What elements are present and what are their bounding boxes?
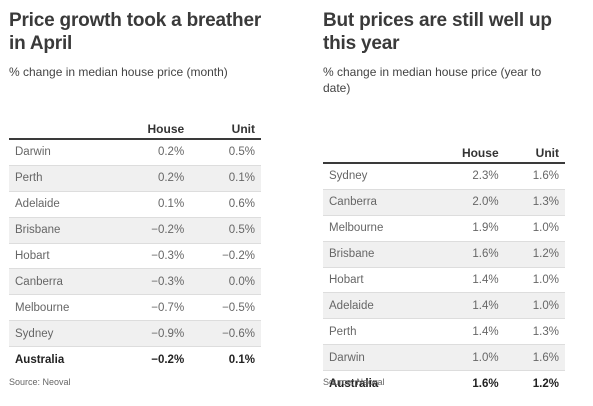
city-cell: Sydney	[323, 163, 428, 190]
house-cell: −0.2%	[113, 217, 191, 244]
city-column-header	[9, 114, 114, 140]
unit-cell: 1.2%	[504, 241, 565, 268]
city-cell: Australia	[9, 346, 114, 373]
source-note: Source: Neoval	[323, 377, 385, 387]
unit-cell: −0.6%	[190, 320, 261, 348]
unit-cell: 0.5%	[190, 139, 261, 166]
table-row: Hobart −0.3% −0.2%	[9, 243, 261, 270]
table-row: Perth 0.2% 0.1%	[9, 165, 261, 192]
table-row: Perth 1.4% 1.3%	[323, 318, 565, 346]
unit-cell: 1.0%	[504, 292, 565, 320]
house-cell: −0.7%	[113, 294, 191, 322]
city-cell: Canberra	[9, 268, 114, 296]
house-cell: −0.3%	[113, 268, 191, 296]
city-column-header	[323, 138, 428, 164]
unit-cell: −0.5%	[190, 294, 261, 322]
table-row: Adelaide 0.1% 0.6%	[9, 191, 261, 218]
monthly-change-table: House Unit Darwin 0.2% 0.5% Perth 0.2% 0.1% Ad…	[9, 114, 261, 373]
city-cell: Darwin	[9, 139, 114, 166]
city-cell: Adelaide	[323, 292, 428, 320]
house-cell: 1.4%	[427, 318, 505, 346]
table-row: Canberra 2.0% 1.3%	[323, 189, 565, 216]
house-cell: −0.2%	[113, 346, 191, 373]
house-cell: 1.9%	[427, 215, 505, 242]
city-cell: Canberra	[323, 189, 428, 216]
house-cell: 1.4%	[427, 267, 505, 294]
house-column-header: House	[113, 114, 191, 140]
unit-cell: 0.1%	[190, 165, 261, 192]
house-cell: 0.1%	[113, 191, 191, 218]
house-cell: 1.0%	[427, 344, 505, 372]
table-row: Brisbane −0.2% 0.5%	[9, 217, 261, 244]
unit-column-header: Unit	[504, 138, 565, 164]
city-cell: Darwin	[323, 344, 428, 372]
unit-cell: 1.3%	[504, 189, 565, 216]
city-cell: Australia	[323, 370, 428, 397]
city-cell: Melbourne	[9, 294, 114, 322]
house-cell: 0.2%	[113, 139, 191, 166]
house-cell: 0.2%	[113, 165, 191, 192]
unit-cell: 0.1%	[190, 346, 261, 373]
city-cell: Hobart	[9, 243, 114, 270]
city-cell: Brisbane	[323, 241, 428, 268]
unit-cell: −0.2%	[190, 243, 261, 270]
unit-cell: 1.0%	[504, 267, 565, 294]
table-row: Adelaide 1.4% 1.0%	[323, 292, 565, 320]
house-cell: 2.3%	[427, 163, 505, 190]
house-cell: 1.6%	[427, 241, 505, 268]
table-row: Darwin 1.0% 1.6%	[323, 344, 565, 372]
unit-cell: 0.0%	[190, 268, 261, 296]
house-cell: −0.9%	[113, 320, 191, 348]
table-row: Brisbane 1.6% 1.2%	[323, 241, 565, 268]
table-row: Darwin 0.2% 0.5%	[9, 139, 261, 166]
house-cell: −0.3%	[113, 243, 191, 270]
house-column-header: House	[427, 138, 505, 164]
table-row: Sydney 2.3% 1.6%	[323, 163, 565, 190]
table-header-row: House Unit	[9, 114, 261, 140]
unit-cell: 1.6%	[504, 344, 565, 372]
city-cell: Melbourne	[323, 215, 428, 242]
chart-subtitle: % change in median house price (month)	[9, 65, 228, 79]
unit-cell: 0.5%	[190, 217, 261, 244]
unit-cell: 1.2%	[504, 370, 565, 397]
chart-title: Price growth took a breather in April	[9, 10, 262, 54]
city-cell: Perth	[9, 165, 114, 192]
house-cell: 2.0%	[427, 189, 505, 216]
city-cell: Brisbane	[9, 217, 114, 244]
source-note: Source: Neoval	[9, 377, 71, 387]
unit-cell: 0.6%	[190, 191, 261, 218]
table-row: Australia −0.2% 0.1%	[9, 346, 261, 373]
house-cell: 1.4%	[427, 292, 505, 320]
table-body: Sydney 2.3% 1.6% Canberra 2.0% 1.3% Melbourne 1…	[323, 163, 565, 397]
table-header-row: House Unit	[323, 138, 565, 164]
city-cell: Hobart	[323, 267, 428, 294]
unit-cell: 1.6%	[504, 163, 565, 190]
unit-cell: 1.0%	[504, 215, 565, 242]
unit-column-header: Unit	[190, 114, 261, 140]
house-cell: 1.6%	[427, 370, 505, 397]
chart-subtitle: % change in median house price (year to …	[323, 65, 542, 95]
unit-cell: 1.3%	[504, 318, 565, 346]
ytd-change-panel: But prices are still well up this year %…	[323, 0, 565, 397]
city-cell: Sydney	[9, 320, 114, 348]
table-row: Melbourne −0.7% −0.5%	[9, 294, 261, 322]
table-row: Hobart 1.4% 1.0%	[323, 267, 565, 294]
table-row: Australia 1.6% 1.2%	[323, 370, 565, 397]
city-cell: Perth	[323, 318, 428, 346]
table-row: Canberra −0.3% 0.0%	[9, 268, 261, 296]
table-body: Darwin 0.2% 0.5% Perth 0.2% 0.1% Adelaide 0.1% 0…	[9, 139, 261, 373]
table-row: Sydney −0.9% −0.6%	[9, 320, 261, 348]
chart-title: But prices are still well up this year	[323, 10, 552, 54]
table-row: Melbourne 1.9% 1.0%	[323, 215, 565, 242]
monthly-change-panel: Price growth took a breather in April % …	[9, 0, 262, 387]
city-cell: Adelaide	[9, 191, 114, 218]
ytd-change-table: House Unit Sydney 2.3% 1.6% Canberra 2.0% 1.3…	[323, 138, 565, 397]
